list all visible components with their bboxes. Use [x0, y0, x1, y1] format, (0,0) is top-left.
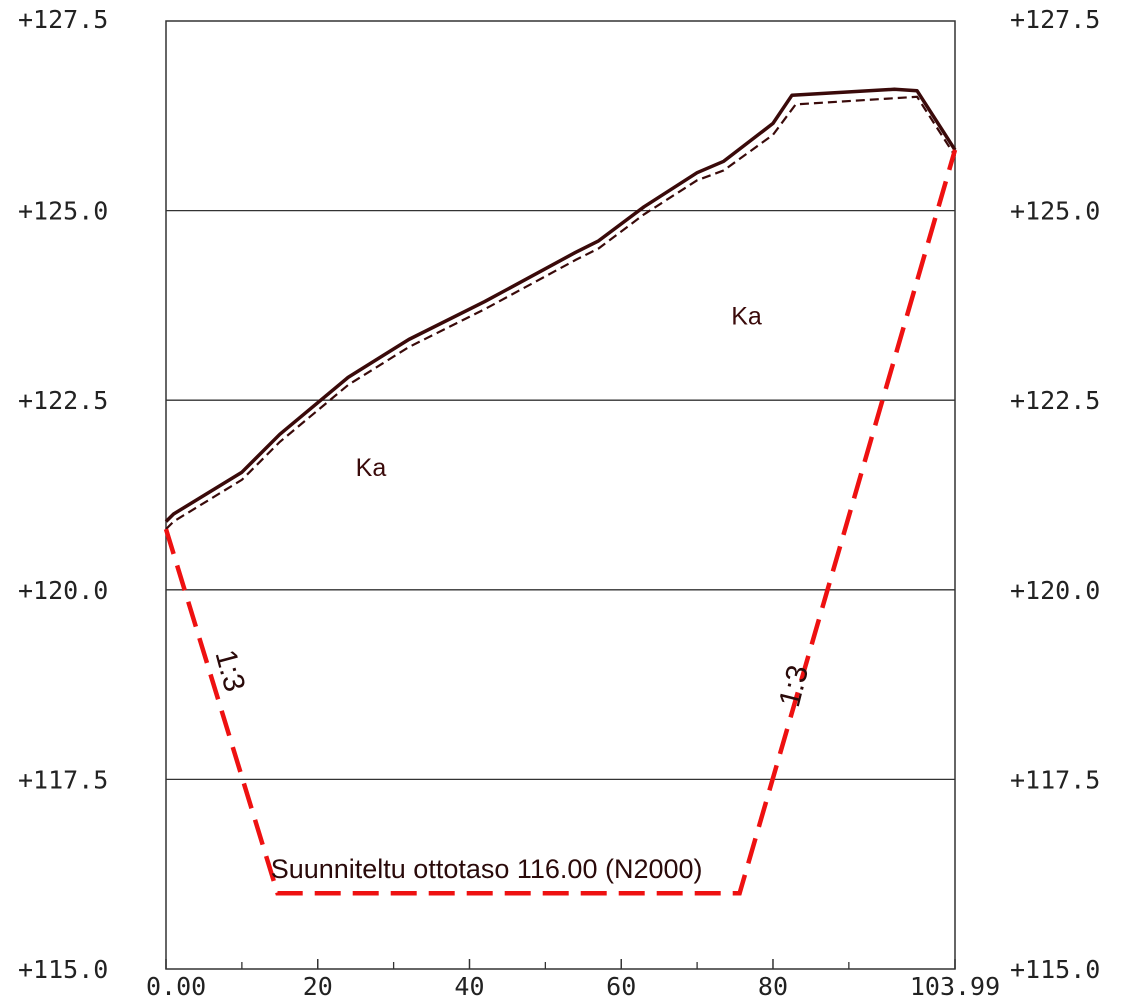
x-tick-label: 103.99	[910, 972, 1000, 1001]
y-tick-label-left: +122.5	[18, 386, 108, 415]
y-tick-label-left: +115.0	[18, 955, 108, 984]
y-axis-right: +127.5 +125.0 +122.5 +120.0 +117.5 +115.0	[1010, 5, 1100, 984]
slope-ratio-label: 1:3	[773, 662, 815, 710]
excavation-outline	[163, 149, 958, 896]
y-tick-label-left: +127.5	[18, 5, 108, 34]
soil-type-label: Ka	[356, 454, 387, 482]
x-tick-label: 80	[758, 972, 788, 1001]
x-tick-label: 20	[303, 972, 333, 1001]
y-tick-label-left: +120.0	[18, 576, 108, 605]
y-axis-left: +127.5 +125.0 +122.5 +120.0 +117.5 +115.0	[18, 5, 108, 984]
plot-frame	[165, 20, 956, 970]
ground-surface-dashed-line	[165, 95, 957, 530]
y-tick-label-left: +125.0	[18, 197, 108, 226]
soil-type-label: Ka	[731, 302, 762, 330]
y-tick-label-right: +117.5	[1010, 765, 1100, 794]
y-tick-label-right: +115.0	[1010, 955, 1100, 984]
annotation-labels: Ka Ka Suunniteltu ottotaso 116.00 (N2000) 1…	[208, 302, 815, 884]
grid-lines	[166, 209, 955, 781]
y-tick-label-right: +125.0	[1010, 197, 1100, 226]
x-tick-label: 40	[454, 972, 484, 1001]
x-tick-label: 0.00	[146, 972, 206, 1001]
y-tick-label-right: +120.0	[1010, 576, 1100, 605]
y-tick-label-left: +117.5	[18, 765, 108, 794]
y-tick-label-right: +127.5	[1010, 5, 1100, 34]
ground-surface-line	[164, 87, 957, 523]
x-axis: 0.00 20 40 60 80 103.99	[146, 959, 1000, 1001]
planned-level-label: Suunniteltu ottotaso 116.00 (N2000)	[271, 854, 703, 884]
y-tick-label-right: +122.5	[1010, 386, 1100, 415]
x-tick-label: 60	[606, 972, 636, 1001]
